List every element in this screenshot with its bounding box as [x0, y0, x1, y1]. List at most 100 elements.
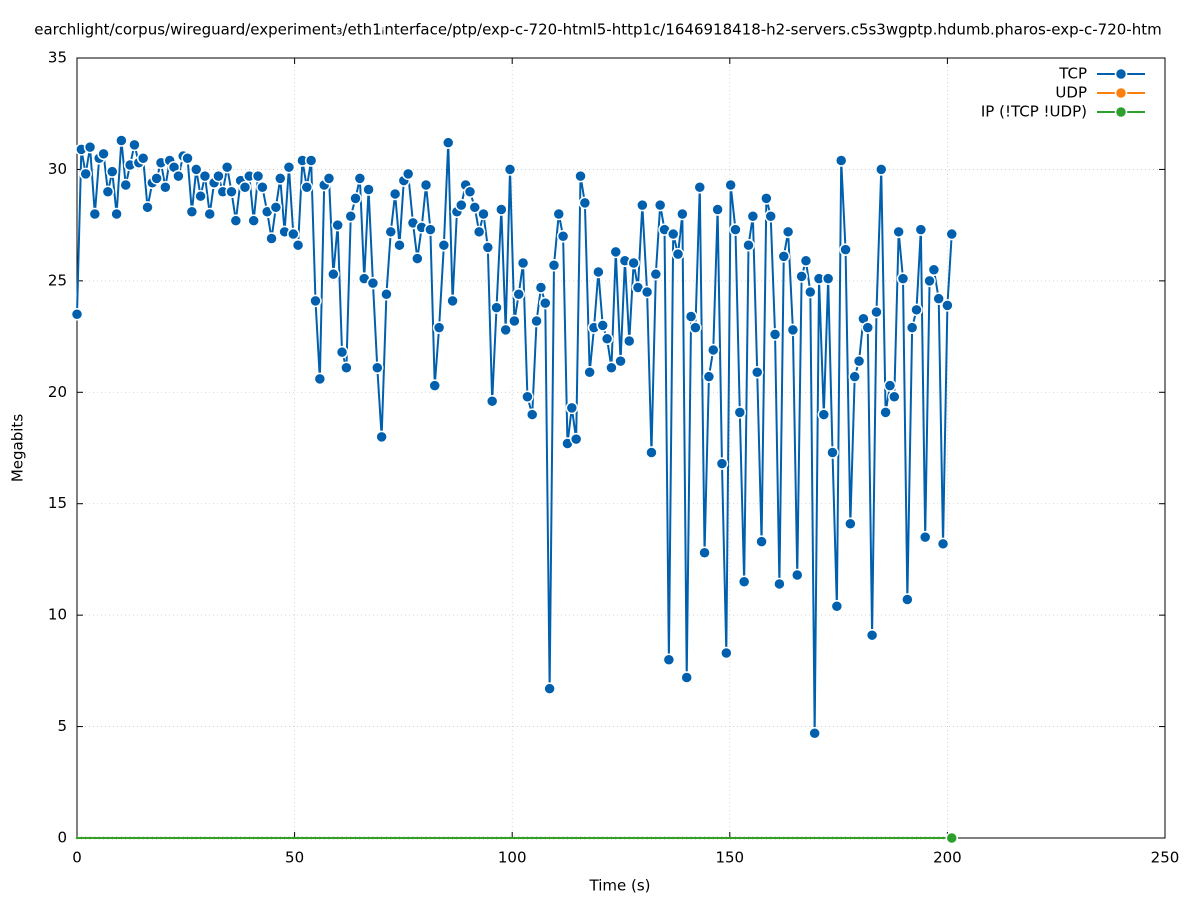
legend-marker	[1114, 105, 1128, 119]
data-point	[945, 227, 959, 241]
data-point	[605, 836, 609, 840]
data-point	[269, 201, 283, 214]
data-point	[932, 292, 945, 305]
data-point	[884, 836, 887, 840]
data-point	[464, 836, 467, 840]
data-point	[937, 836, 940, 840]
data-point	[897, 836, 900, 840]
data-point	[773, 577, 786, 591]
data-point	[402, 836, 406, 840]
data-point	[689, 836, 693, 840]
data-point	[579, 836, 582, 840]
data-point	[645, 446, 658, 459]
data-point	[371, 361, 384, 375]
data-point	[146, 836, 149, 840]
data-point	[124, 836, 127, 840]
data-point	[238, 181, 252, 194]
data-point	[932, 836, 936, 840]
data-point	[252, 836, 255, 840]
data-point	[106, 165, 119, 178]
data-point	[468, 836, 472, 840]
x-tick-label: 250	[1151, 849, 1180, 867]
data-point	[208, 836, 211, 840]
x-tick-label: 50	[285, 849, 304, 867]
data-point	[79, 167, 92, 181]
data-point	[768, 328, 782, 341]
data-point	[433, 836, 436, 840]
data-point	[366, 276, 380, 290]
data-point	[376, 836, 379, 840]
data-point	[765, 836, 768, 840]
data-point	[265, 232, 278, 245]
data-point	[468, 201, 482, 214]
data-point	[495, 836, 498, 840]
data-point	[835, 836, 839, 840]
legend-marker	[1114, 67, 1128, 81]
legend-marker	[1114, 86, 1128, 100]
data-point	[755, 535, 768, 548]
data-point	[893, 836, 896, 840]
data-point	[314, 836, 317, 840]
data-point	[508, 836, 512, 840]
data-point	[234, 836, 238, 840]
data-point	[627, 256, 640, 270]
data-point	[424, 836, 428, 840]
data-point	[667, 836, 671, 840]
data-point	[799, 254, 813, 268]
data-point	[685, 836, 688, 840]
y-tick-label: 35	[48, 49, 67, 67]
data-point	[455, 836, 459, 840]
data-point	[111, 836, 114, 840]
data-point	[287, 227, 300, 241]
data-point	[256, 181, 269, 194]
data-point	[870, 836, 874, 840]
data-point	[914, 223, 928, 236]
data-point	[508, 314, 521, 328]
data-point	[477, 836, 481, 840]
data-point	[411, 836, 415, 840]
data-point	[875, 836, 878, 840]
data-point	[406, 836, 410, 840]
data-point	[195, 836, 198, 840]
data-point	[447, 836, 450, 840]
data-point	[666, 227, 680, 241]
data-point	[800, 836, 803, 840]
data-point	[424, 223, 437, 236]
data-point	[128, 138, 141, 152]
data-point	[534, 281, 548, 294]
data-point	[556, 230, 570, 243]
data-point	[764, 209, 777, 223]
data-point	[791, 568, 804, 582]
data-point	[526, 836, 529, 840]
data-point	[251, 169, 265, 183]
data-point	[84, 836, 87, 840]
data-point	[300, 181, 314, 194]
y-tick-label: 30	[48, 160, 67, 178]
data-point	[547, 259, 561, 272]
data-point	[220, 160, 234, 174]
data-point	[742, 238, 755, 252]
data-point	[681, 836, 684, 840]
data-point	[318, 836, 322, 840]
data-point	[150, 172, 163, 185]
data-point	[773, 836, 777, 840]
data-point	[212, 169, 225, 183]
data-point	[354, 836, 357, 840]
data-point	[106, 836, 110, 840]
data-point	[229, 214, 243, 227]
data-point	[185, 205, 199, 219]
data-point	[680, 671, 693, 684]
data-point	[336, 836, 339, 840]
data-point	[711, 203, 724, 216]
data-point	[853, 836, 856, 840]
data-point	[809, 836, 812, 840]
data-point	[137, 836, 140, 840]
legend-label: TCP	[1058, 65, 1087, 83]
data-point	[786, 836, 790, 840]
y-tick-label: 5	[57, 717, 67, 735]
data-point	[181, 152, 194, 165]
data-point	[760, 192, 773, 205]
data-point	[353, 172, 367, 185]
data-point	[906, 836, 909, 840]
